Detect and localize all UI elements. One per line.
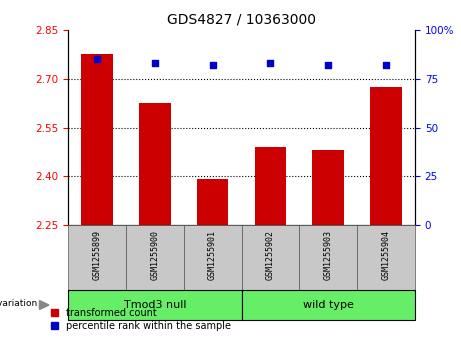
Text: GSM1255904: GSM1255904 [382,230,390,280]
Bar [357,225,415,290]
Bar [299,225,357,290]
Text: GSM1255899: GSM1255899 [92,230,101,280]
Polygon shape [40,301,49,310]
Bar [68,290,242,320]
Text: GSM1255900: GSM1255900 [150,230,159,280]
Point [325,62,332,68]
Text: wild type: wild type [303,300,354,310]
Text: GSM1255902: GSM1255902 [266,230,275,280]
Bar [197,179,229,225]
Bar [139,103,171,225]
Bar [81,54,113,225]
Text: GSM1255901: GSM1255901 [208,230,217,280]
Point [267,60,274,66]
Bar [313,150,344,225]
Point [209,62,216,68]
Point [93,56,100,62]
Bar [254,147,286,225]
Bar [242,225,299,290]
Title: GDS4827 / 10363000: GDS4827 / 10363000 [167,12,316,26]
Bar [126,225,183,290]
Bar [242,290,415,320]
Text: genotype/variation: genotype/variation [0,299,37,308]
Bar [183,225,242,290]
Legend: transformed count, percentile rank within the sample: transformed count, percentile rank withi… [51,308,230,331]
Bar [370,87,402,225]
Bar [68,225,126,290]
Point [151,60,159,66]
Text: GSM1255903: GSM1255903 [324,230,333,280]
Point [382,62,390,68]
Text: Tmod3 null: Tmod3 null [124,300,186,310]
